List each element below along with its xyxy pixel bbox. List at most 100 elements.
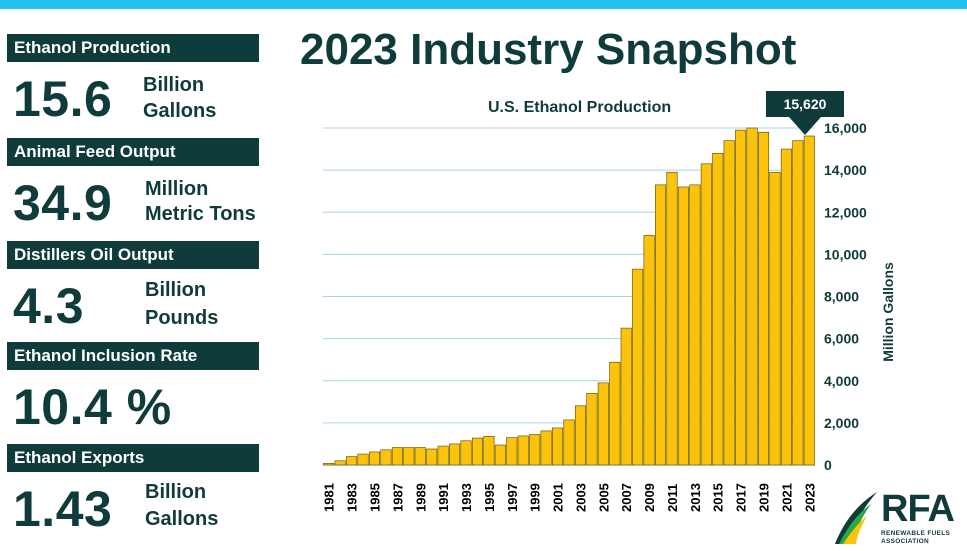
bar-1989 (414, 447, 426, 466)
bar-1981 (323, 463, 335, 466)
bar-2017 (735, 129, 747, 466)
bar-2010 (655, 184, 667, 466)
y-tick-label-0: 0 (824, 457, 832, 473)
stat-unit-ethanol-production-1: Billion (143, 74, 205, 96)
bar-2016 (723, 140, 735, 466)
bar-2005 (597, 382, 609, 466)
bar-2020 (769, 171, 781, 466)
bar-1990 (426, 448, 438, 466)
bar-2021 (780, 148, 792, 466)
logo-subtitle: RENEWABLE FUELS ASSOCIATION (881, 530, 950, 546)
stat-value-ethanol-exports: 1.43 (13, 481, 113, 537)
x-tick-label-2003: 2003 (573, 483, 588, 512)
x-tick-label-2015: 2015 (711, 483, 726, 512)
bar-1985 (368, 451, 381, 466)
x-tick-label-2021: 2021 (779, 483, 794, 512)
bar-2001 (552, 427, 564, 466)
bar-1998 (517, 435, 529, 466)
x-tick-label-2001: 2001 (551, 483, 566, 512)
callout-2023-value: 15,620 (766, 91, 844, 117)
x-tick-label-1985: 1985 (367, 483, 382, 512)
stat-label-ethanol-production: Ethanol Production (7, 34, 259, 62)
y-tick-label-12000: 12,000 (824, 204, 867, 220)
top-accent-strip (0, 0, 967, 9)
bar-2022 (792, 140, 804, 466)
x-tick-label-1991: 1991 (436, 483, 451, 512)
stat-unit-distillers-oil-1: Billion (145, 279, 207, 301)
bar-1984 (357, 453, 369, 466)
x-tick-label-1981: 1981 (322, 483, 337, 512)
x-tick-label-2009: 2009 (642, 483, 657, 512)
bar-2012 (677, 186, 689, 466)
stat-label-animal-feed: Animal Feed Output (7, 138, 259, 166)
x-tick-label-1989: 1989 (413, 483, 428, 512)
bar-2023 (803, 135, 815, 466)
stat-unit-ethanol-exports-2: Gallons (145, 508, 219, 530)
stat-label-inclusion-rate: Ethanol Inclusion Rate (7, 342, 259, 370)
bar-1993 (460, 440, 472, 466)
bar-2018 (746, 127, 758, 466)
bar-2006 (609, 361, 621, 466)
x-tick-label-2017: 2017 (734, 483, 749, 512)
x-tick-label-1997: 1997 (505, 483, 520, 512)
bar-2011 (666, 171, 678, 466)
y-tick-label-4000: 4,000 (824, 373, 859, 389)
rfa-logo-swoosh-icon (835, 492, 877, 544)
y-tick-label-6000: 6,000 (824, 331, 859, 347)
stat-unit-ethanol-exports-1: Billion (145, 481, 207, 503)
bar-1992 (449, 443, 461, 466)
bar-2007 (620, 327, 632, 466)
bar-2009 (643, 235, 655, 466)
y-tick-label-16000: 16,000 (824, 120, 867, 136)
stat-value-ethanol-production: 15.6 (13, 71, 113, 127)
x-tick-label-1983: 1983 (345, 483, 360, 512)
y-axis-label: Million Gallons (880, 262, 896, 362)
x-tick-label-2011: 2011 (665, 484, 680, 512)
stat-unit-animal-feed-1: Million (145, 178, 209, 200)
bar-2004 (586, 393, 598, 466)
y-tick-label-8000: 8,000 (824, 289, 859, 305)
x-tick-label-2023: 2023 (802, 483, 817, 512)
bar-1995 (483, 436, 495, 466)
bar-1982 (334, 460, 346, 466)
stat-unit-animal-feed-2: Metric Tons (145, 203, 256, 225)
stat-label-distillers-oil: Distillers Oil Output (7, 241, 259, 269)
bar-2008 (632, 268, 644, 466)
stat-unit-distillers-oil-2: Pounds (145, 307, 219, 329)
logo-subtitle-line2: ASSOCIATION (881, 538, 929, 545)
callout-arrow (789, 117, 821, 135)
logo-subtitle-line1: RENEWABLE FUELS (881, 530, 951, 537)
bar-2014 (700, 163, 712, 466)
bar-1987 (391, 447, 403, 466)
stat-unit-ethanol-production-2: Gallons (143, 100, 217, 122)
bar-1997 (506, 437, 518, 466)
x-tick-label-2005: 2005 (596, 483, 611, 512)
y-tick-label-10000: 10,000 (824, 246, 867, 262)
x-tick-label-2019: 2019 (757, 483, 772, 512)
bar-2003 (574, 405, 586, 466)
page-title: 2023 Industry Snapshot (300, 25, 797, 74)
bar-1999 (529, 434, 541, 466)
bar-1991 (437, 445, 449, 466)
x-tick-label-2013: 2013 (688, 483, 703, 512)
stat-value-animal-feed: 34.9 (13, 175, 113, 231)
bar-1986 (380, 449, 392, 466)
x-tick-label-1987: 1987 (390, 483, 405, 512)
bar-2015 (712, 152, 724, 466)
bar-2000 (540, 430, 552, 466)
bar-2019 (757, 131, 770, 466)
x-tick-label-1995: 1995 (482, 483, 497, 512)
chart-title: U.S. Ethanol Production (488, 99, 672, 116)
x-tick-label-1993: 1993 (459, 483, 474, 512)
y-tick-label-2000: 2,000 (824, 415, 859, 431)
stat-label-ethanol-exports: Ethanol Exports (7, 444, 259, 472)
y-tick-label-14000: 14,000 (824, 162, 867, 178)
x-tick-label-1999: 1999 (528, 483, 543, 512)
bar-1988 (403, 447, 415, 466)
stat-value-inclusion-rate: 10.4 % (13, 379, 172, 435)
bar-1983 (346, 456, 358, 466)
stat-value-distillers-oil: 4.3 (13, 278, 85, 334)
bar-2013 (689, 184, 701, 466)
x-tick-label-2007: 2007 (619, 483, 634, 512)
